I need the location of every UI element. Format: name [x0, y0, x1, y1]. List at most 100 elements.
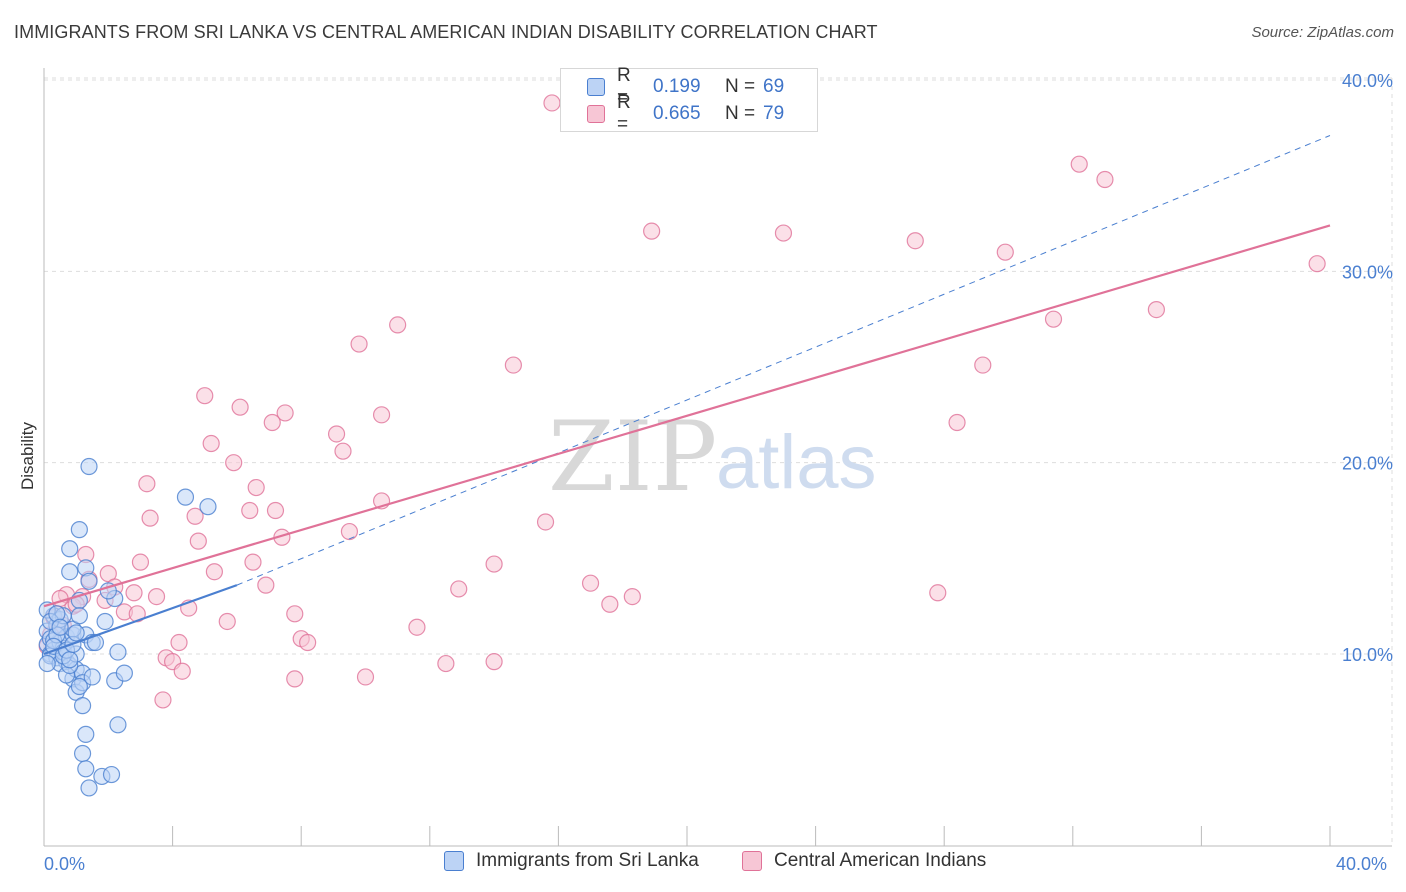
- data-point: [70, 677, 88, 696]
- y-tick-label: 40.0%: [1342, 71, 1393, 91]
- data-point: [1096, 170, 1114, 189]
- trend-lines: [43, 135, 1331, 656]
- data-point: [73, 744, 92, 763]
- data-point: [536, 513, 555, 531]
- data-point: [199, 498, 217, 516]
- legend-r-value: 0.665: [653, 103, 701, 124]
- legend-row-pink: R = 0.665 N = 79: [587, 92, 785, 135]
- y-tick-label: 20.0%: [1342, 454, 1393, 474]
- data-point: [327, 425, 346, 443]
- data-point: [244, 553, 262, 571]
- data-point: [154, 691, 172, 709]
- data-point: [974, 356, 992, 374]
- legend-row-blue: R = 0.199 N = 69: [587, 65, 785, 108]
- data-point: [504, 356, 522, 374]
- x-tick-max: 40.0%: [1336, 854, 1387, 874]
- data-point: [1147, 301, 1165, 319]
- data-point: [1070, 155, 1088, 173]
- blue-swatch-icon: [444, 851, 464, 871]
- data-point: [543, 94, 561, 112]
- legend-item-central-american: Central American Indians: [742, 850, 986, 872]
- data-point: [73, 697, 92, 715]
- data-point: [350, 335, 368, 353]
- legend-r-label: R =: [617, 92, 631, 135]
- pink-swatch-icon: [587, 105, 605, 123]
- data-point: [218, 612, 236, 631]
- data-point: [286, 605, 304, 623]
- data-point: [485, 555, 503, 573]
- y-tick-label: 30.0%: [1342, 262, 1393, 282]
- data-point: [299, 633, 317, 652]
- watermark-atlas: atlas: [716, 420, 877, 505]
- watermark-zip: ZIP: [548, 401, 717, 513]
- series-immigrants-sri-lanka: [38, 457, 217, 797]
- data-point: [356, 668, 375, 686]
- data-point: [170, 633, 188, 652]
- legend-n-label: N =: [725, 76, 756, 97]
- data-point: [205, 563, 223, 581]
- data-point: [186, 507, 204, 525]
- data-point: [437, 654, 455, 673]
- data-point: [340, 522, 359, 541]
- grid: [44, 77, 1393, 846]
- legend-n-value: 79: [763, 103, 785, 124]
- data-point: [581, 574, 600, 592]
- data-point: [948, 413, 966, 432]
- data-point: [189, 532, 207, 550]
- data-point: [906, 232, 924, 250]
- data-point: [38, 654, 56, 673]
- data-point: [485, 653, 503, 671]
- data-point: [61, 540, 79, 558]
- data-point: [257, 576, 275, 594]
- legend-label-sri-lanka: Immigrants from Sri Lanka: [476, 850, 699, 871]
- data-point: [80, 779, 98, 797]
- blue-swatch-icon: [587, 78, 605, 96]
- legend-n-value: 69: [763, 76, 785, 97]
- data-point: [263, 413, 281, 432]
- data-point: [176, 488, 195, 506]
- trend-line-pink: [43, 224, 1331, 608]
- data-point: [61, 651, 79, 669]
- data-point: [141, 509, 159, 527]
- data-point: [102, 765, 121, 784]
- data-point: [372, 406, 391, 424]
- data-point: [247, 478, 265, 497]
- data-point: [131, 553, 150, 571]
- data-point: [109, 643, 127, 661]
- data-point: [601, 595, 619, 613]
- data-point: [929, 584, 947, 602]
- data-point: [70, 607, 88, 625]
- data-point: [125, 584, 143, 602]
- data-point: [774, 224, 793, 242]
- data-point: [80, 572, 98, 590]
- data-point: [173, 662, 191, 680]
- data-point: [77, 760, 95, 778]
- x-tick-min: 0.0%: [44, 854, 85, 874]
- data-point: [196, 387, 214, 405]
- data-point: [77, 725, 95, 743]
- legend-r-value: 0.199: [653, 76, 701, 97]
- y-tick-labels: 10.0% 20.0% 30.0% 40.0%: [1342, 71, 1393, 665]
- data-point: [115, 664, 133, 682]
- data-point: [67, 624, 85, 642]
- data-point: [96, 612, 114, 631]
- legend-r-label: R =: [617, 65, 631, 108]
- chart-title: IMMIGRANTS FROM SRI LANKA VS CENTRAL AME…: [14, 22, 878, 42]
- data-point: [996, 243, 1014, 261]
- data-point: [623, 587, 641, 606]
- pink-swatch-icon: [742, 851, 762, 871]
- legend-item-sri-lanka: Immigrants from Sri Lanka: [444, 850, 699, 872]
- data-point: [80, 457, 98, 476]
- data-point: [202, 434, 220, 453]
- data-point: [225, 454, 243, 472]
- data-point: [408, 618, 426, 636]
- watermark: ZIP atlas: [548, 401, 877, 513]
- stats-legend: R = 0.199 N = 69 R = 0.665 N = 79: [560, 65, 818, 135]
- y-axis-label: Disability: [18, 421, 37, 490]
- legend-label-central-american: Central American Indians: [774, 850, 987, 871]
- data-point: [70, 521, 88, 539]
- data-point: [334, 442, 352, 460]
- data-point: [276, 404, 294, 422]
- data-point: [138, 475, 156, 493]
